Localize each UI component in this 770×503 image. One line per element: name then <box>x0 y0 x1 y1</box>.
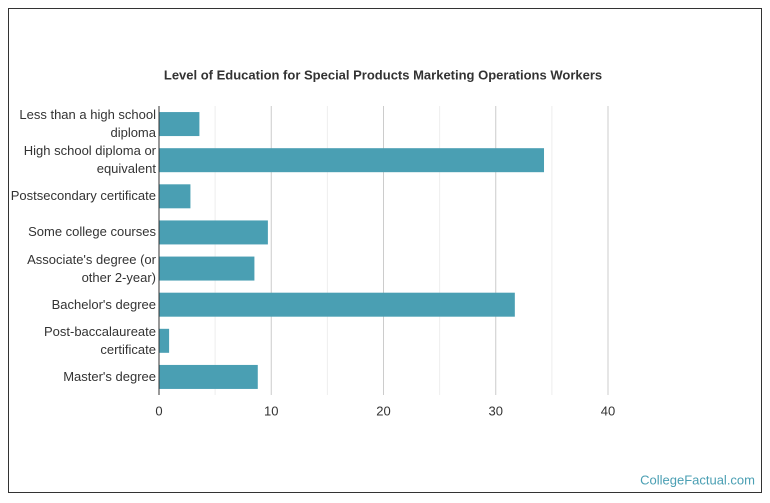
y-tick-label: Associate's degree (or other 2-year) <box>27 251 156 285</box>
bar <box>159 292 515 317</box>
chart-title: Level of Education for Special Products … <box>164 67 602 82</box>
x-tick-label: 10 <box>264 403 278 418</box>
bar <box>159 220 268 245</box>
x-tick-label: 40 <box>601 403 615 418</box>
bar <box>159 256 255 281</box>
y-tick-label: Postsecondary certificate <box>10 188 156 204</box>
y-tick-label: Bachelor's degree <box>51 296 156 312</box>
x-tick-label: 0 <box>155 403 162 418</box>
frame <box>8 8 762 493</box>
y-tick-label: Master's degree <box>63 368 156 384</box>
y-tick-label: Some college courses <box>28 224 156 240</box>
bar <box>159 148 545 173</box>
x-tick-label: 30 <box>489 403 503 418</box>
y-tick-label: Post-baccalaureate certificate <box>43 323 156 357</box>
x-tick-label: 20 <box>376 403 390 418</box>
bar <box>159 184 191 209</box>
source: CollegeFactual.com <box>640 472 755 487</box>
bar <box>159 328 170 353</box>
y-tick-label: High school diploma or equivalent <box>23 143 156 177</box>
y-tick-label: Less than a high school diploma <box>19 107 156 141</box>
bar <box>159 364 258 389</box>
bar <box>159 112 200 137</box>
